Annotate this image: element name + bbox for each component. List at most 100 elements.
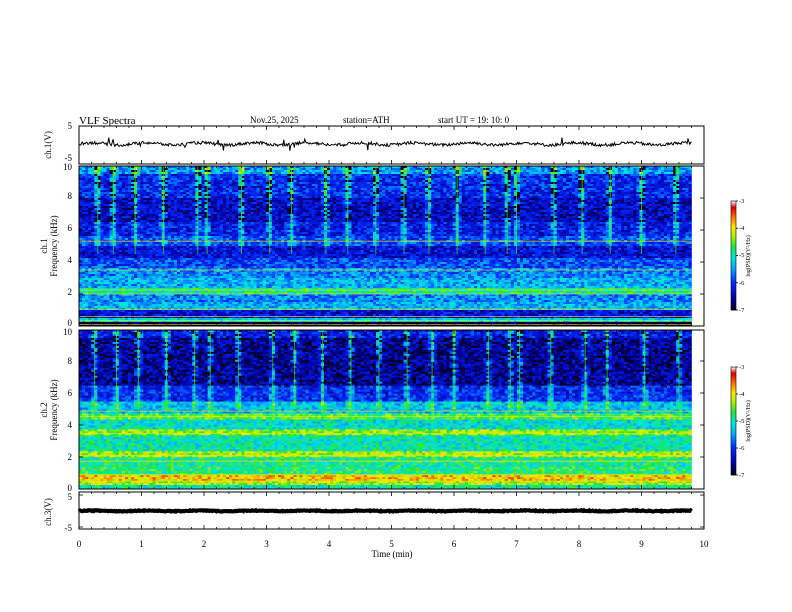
spectrogram-cell	[198, 274, 202, 277]
spectrogram-cell	[100, 194, 104, 197]
spectrogram-cell	[94, 244, 98, 247]
spectrogram-cell	[216, 224, 221, 227]
spectrogram-cell	[164, 180, 169, 183]
spectrogram-cell	[134, 206, 138, 209]
spectrogram-cell	[256, 178, 260, 181]
spectrogram-cell	[149, 262, 153, 265]
spectrogram-cell	[118, 298, 123, 301]
spectrogram-cell	[79, 198, 83, 201]
spectrogram-cell	[177, 300, 181, 303]
spectrogram-cell	[186, 244, 190, 247]
spectrogram-cell	[82, 170, 86, 173]
spectrogram-cell	[85, 228, 89, 231]
spectrogram-cell	[173, 296, 178, 299]
spectrogram-cell	[219, 208, 224, 211]
spectrogram-cell	[137, 232, 141, 235]
spectrogram-cell	[241, 238, 245, 241]
spectrogram-cell	[103, 248, 107, 251]
spectrogram-cell	[241, 180, 245, 183]
spectrogram-cell	[155, 322, 159, 325]
spectrogram-cell	[241, 208, 245, 211]
spectrogram-cell	[85, 302, 89, 305]
spectrogram-cell	[124, 290, 129, 293]
spectrogram-cell	[226, 214, 230, 217]
spectrogram-cell	[164, 254, 169, 257]
spectrogram-cell	[173, 312, 178, 315]
spectrogram-cell	[164, 258, 169, 261]
spectrogram-cell	[103, 178, 107, 181]
spectrogram-cell	[259, 202, 264, 205]
spectrogram-cell	[238, 244, 242, 247]
spectrogram-cell	[180, 198, 184, 201]
spectrogram-cell	[155, 200, 159, 203]
spectrogram-cell	[121, 234, 126, 237]
spectrogram-cell	[180, 188, 184, 191]
spectrogram-cell	[241, 316, 245, 319]
spectrogram-cell	[201, 252, 205, 255]
spectrogram-cell	[152, 296, 156, 299]
spectrogram-cell	[177, 292, 181, 295]
spectrogram-cell	[256, 284, 260, 287]
spectrogram-cell	[253, 246, 257, 249]
spectrogram-cell	[256, 166, 260, 169]
spectrogram-cell	[146, 286, 150, 289]
spectrogram-cell	[213, 210, 218, 213]
spectrogram-cell	[124, 278, 129, 281]
spectrogram-cell	[253, 208, 257, 211]
spectrogram-cell	[213, 280, 218, 283]
spectrogram-cell	[229, 234, 233, 237]
spectrogram-cell	[216, 204, 221, 207]
spectrogram-cell	[253, 222, 257, 225]
spectrogram-cell	[186, 198, 190, 201]
spectrogram-cell	[91, 254, 95, 257]
spectrogram-cell	[210, 276, 215, 279]
spectrogram-cell	[140, 298, 144, 301]
spectrogram-cell	[103, 314, 107, 317]
spectrogram-cell	[238, 180, 242, 183]
spectrogram-cell	[128, 304, 132, 307]
spectrogram-cell	[213, 276, 218, 279]
spectrogram-cell	[238, 268, 242, 271]
spectrogram-cell	[143, 304, 147, 307]
spectrogram-cell	[88, 242, 92, 245]
spectrogram-cell	[232, 324, 236, 327]
spectrogram-cell	[121, 230, 126, 233]
spectrogram-cell	[103, 222, 107, 225]
spectrogram-cell	[97, 310, 101, 313]
spectrogram-cell	[170, 270, 175, 273]
spectrogram-cell	[109, 296, 113, 299]
spectrogram-cell	[198, 166, 202, 169]
spectrogram-cell	[226, 314, 230, 317]
spectrogram-cell	[164, 278, 169, 281]
spectrogram-cell	[180, 254, 184, 257]
spectrogram-cell	[167, 288, 172, 291]
spectrogram-cell	[259, 310, 264, 313]
spectrogram-cell	[201, 244, 205, 247]
spectrogram-cell	[226, 306, 230, 309]
spectrogram-cell	[131, 252, 135, 255]
spectrogram-cell	[247, 234, 251, 237]
spectrogram-cell	[253, 206, 257, 209]
spectrogram-cell	[121, 238, 126, 241]
spectrogram-cell	[201, 254, 205, 257]
spectrogram-cell	[180, 266, 184, 269]
spectrogram-cell	[244, 282, 248, 285]
spectrogram-cell	[140, 172, 144, 175]
spectrogram-cell	[115, 208, 120, 211]
spectrogram-cell	[121, 206, 126, 209]
spectrogram-cell	[229, 320, 233, 323]
spectrogram-cell	[186, 228, 190, 231]
spectrogram-cell	[247, 282, 251, 285]
spectrogram-cell	[82, 288, 86, 291]
spectrogram-cell	[91, 188, 95, 191]
spectrogram-cell	[253, 304, 257, 307]
spectrogram-cell	[170, 274, 175, 277]
spectrogram-cell	[121, 216, 126, 219]
spectrogram-cell	[250, 260, 254, 263]
spectrogram-cell	[210, 252, 215, 255]
spectrogram-cell	[173, 270, 178, 273]
spectrogram-cell	[180, 284, 184, 287]
spectrogram-cell	[232, 208, 236, 211]
spectrogram-cell	[131, 200, 135, 203]
spectrogram-cell	[253, 290, 257, 293]
